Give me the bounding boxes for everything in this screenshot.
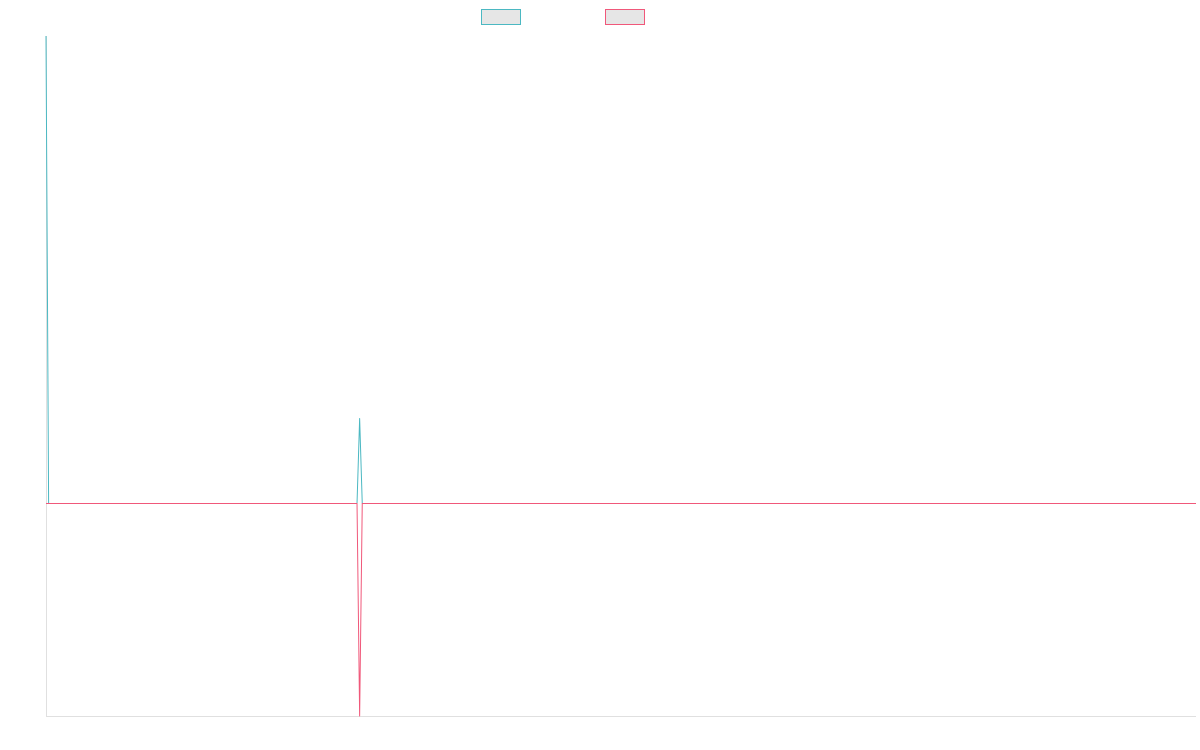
legend-swatch-series-1[interactable] [481,9,521,25]
series-line-2 [46,503,1196,717]
series-layer [45,35,1196,717]
legend-swatch-series-2[interactable] [605,9,645,25]
series-line-1 [45,35,1196,504]
chart-legend [0,0,1200,36]
